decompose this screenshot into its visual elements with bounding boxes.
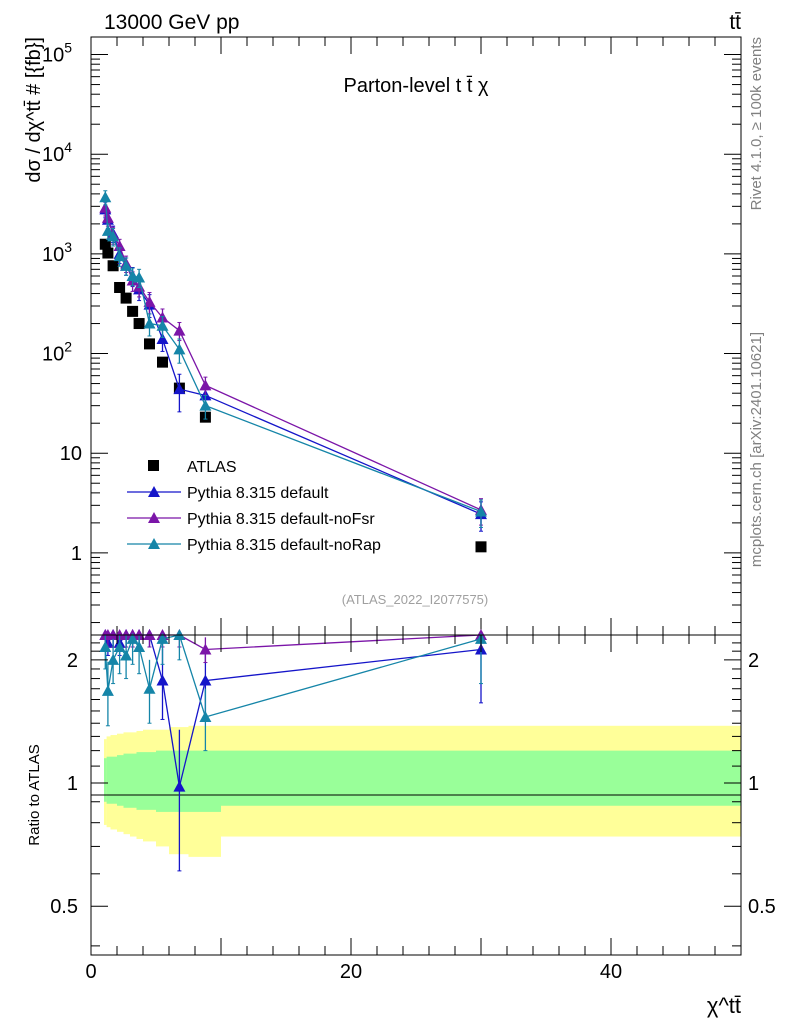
stat-uncertainty-band [110,756,117,804]
ratio-plot-frame [90,634,742,956]
noRap-ratio-point [156,632,169,644]
process-label: tt̄ [729,11,741,34]
atlas-data-point [99,238,111,250]
legend-marker [148,486,160,497]
legend-label: Pythia 8.315 default-noRap [187,537,381,554]
noRap-data-point [475,505,487,517]
noFsr-data-point [143,295,156,307]
noFsr-data-point [99,201,112,213]
energy-label: 13000 GeV pp [104,11,239,34]
atlas-data-point [120,292,132,304]
x-tick-label: 40 [600,961,622,983]
legend-entry-default: Pythia 8.315 default [127,485,329,502]
noRap-data-point [133,271,146,283]
noRap-ratio-point [120,649,133,661]
ratio-y-tick-label-right: 0.5 [748,896,776,918]
default-ratio-point [156,674,169,686]
stat-uncertainty-band [106,756,111,804]
main-y-tick-label: 1 [71,543,82,565]
noRap-data-point [143,317,156,329]
legend-entry-noFsr: Pythia 8.315 default-noFsr [127,511,375,528]
noFsr-data-point [101,211,114,223]
noFsr-ratio-point [199,643,212,655]
stat-uncertainty-band [104,758,107,802]
noRap-data-point [113,250,126,262]
main-y-tick-label: 10 [60,443,82,465]
atlas-data-point [107,260,119,272]
ratio-y-tick-label: 2 [67,650,78,672]
noRap-data-point [107,230,120,242]
stat-uncertainty-band [156,750,169,812]
series-atlas [99,238,487,553]
legend-entry-atlas: ATLAS [148,459,237,476]
noRap-data-point [101,224,114,236]
rivet-version-label: Rivet 4.1.0, ≥ 100k events [748,37,765,210]
atlas-data-point [144,338,155,350]
x-tick-label: 0 [85,961,96,983]
noRap-ratio-point [113,640,126,652]
x-axis-label: χ^tt̄ [707,993,741,1018]
atlas-data-point [102,247,114,259]
noRap-ratio-point [101,684,114,696]
ratio-y-tick-label-right: 2 [748,650,759,672]
noRap-ratio-point [143,682,156,694]
stat-uncertainty-band [188,750,221,812]
stat-uncertainty-band [143,752,156,810]
legend-label: Pythia 8.315 default-noFsr [187,511,375,528]
ratio-plot-panel: 0.5 0.51 12 20 20 40 Ratio to ATLAS χ^tt̄ [26,629,776,1018]
noRap-data-point [156,319,169,331]
noRap-data-point [199,399,212,411]
noFsr-data-point [173,324,186,336]
default-ratio-point [199,674,212,686]
ratio-y-axis-label: Ratio to ATLAS [26,744,43,845]
legend: ATLAS Pythia 8.315 default Pythia 8.315 de… [127,459,381,554]
stat-uncertainty-band [221,750,741,806]
stat-uncertainty-band [117,755,124,806]
noRap-data-point [173,343,186,355]
main-y-axis-label: dσ / dχ^tt̄ # [{fb}] [23,37,45,183]
noRap-data-point [120,259,133,271]
ratio-y-tick-label: 0.5 [50,896,78,918]
series-noRap [99,190,487,528]
legend-entry-noRap: Pythia 8.315 default-noRap [127,537,381,554]
main-y-tick-label: 102 [42,339,72,366]
main-y-tick-label: 104 [42,139,72,166]
noRap-ratio-point [199,710,212,722]
atlas-data-point [157,356,168,368]
default-data-point [173,383,186,395]
main-plot-panel: 1 10 102 103 104 105 Parton-level t t̄ χ (ATL… [23,36,742,636]
atlas-data-point [475,541,487,553]
noRap-ratio-point [133,640,146,652]
noRap-ratio-point [126,632,139,644]
atlas-data-point [114,281,126,293]
noRap-ratio-point [107,653,120,665]
mcplots-label: mcplots.cern.ch [arXiv:2401.10621] [748,332,765,567]
noRap-line [104,197,482,513]
atlas-data-point [127,305,139,317]
noRap-data-point [99,191,112,203]
default-data-point [156,332,169,344]
main-y-tick-label: 105 [42,40,72,67]
legend-marker [148,460,159,471]
ratio-series-noRap [99,629,487,752]
noRap-ratio-point [99,640,112,652]
analysis-watermark: (ATLAS_2022_I2077575) [342,592,488,607]
ratio-y-tick-label: 1 [67,773,78,795]
stat-uncertainty-band [123,753,130,808]
stat-uncertainty-band [130,753,137,808]
main-y-tick-label: 103 [42,239,72,266]
x-tick-label: 20 [340,961,362,983]
legend-label: ATLAS [187,459,237,476]
ratio-y-tick-label-right: 1 [748,773,759,795]
legend-label: Pythia 8.315 default [187,485,329,502]
legend-marker [148,512,160,523]
atlas-data-point [133,318,145,330]
stat-uncertainty-band [136,752,143,810]
default-ratio-point [173,780,186,792]
noFsr-data-point [199,379,212,391]
main-plot-title: Parton-level t t̄ χ [344,75,490,97]
legend-marker [148,538,160,549]
